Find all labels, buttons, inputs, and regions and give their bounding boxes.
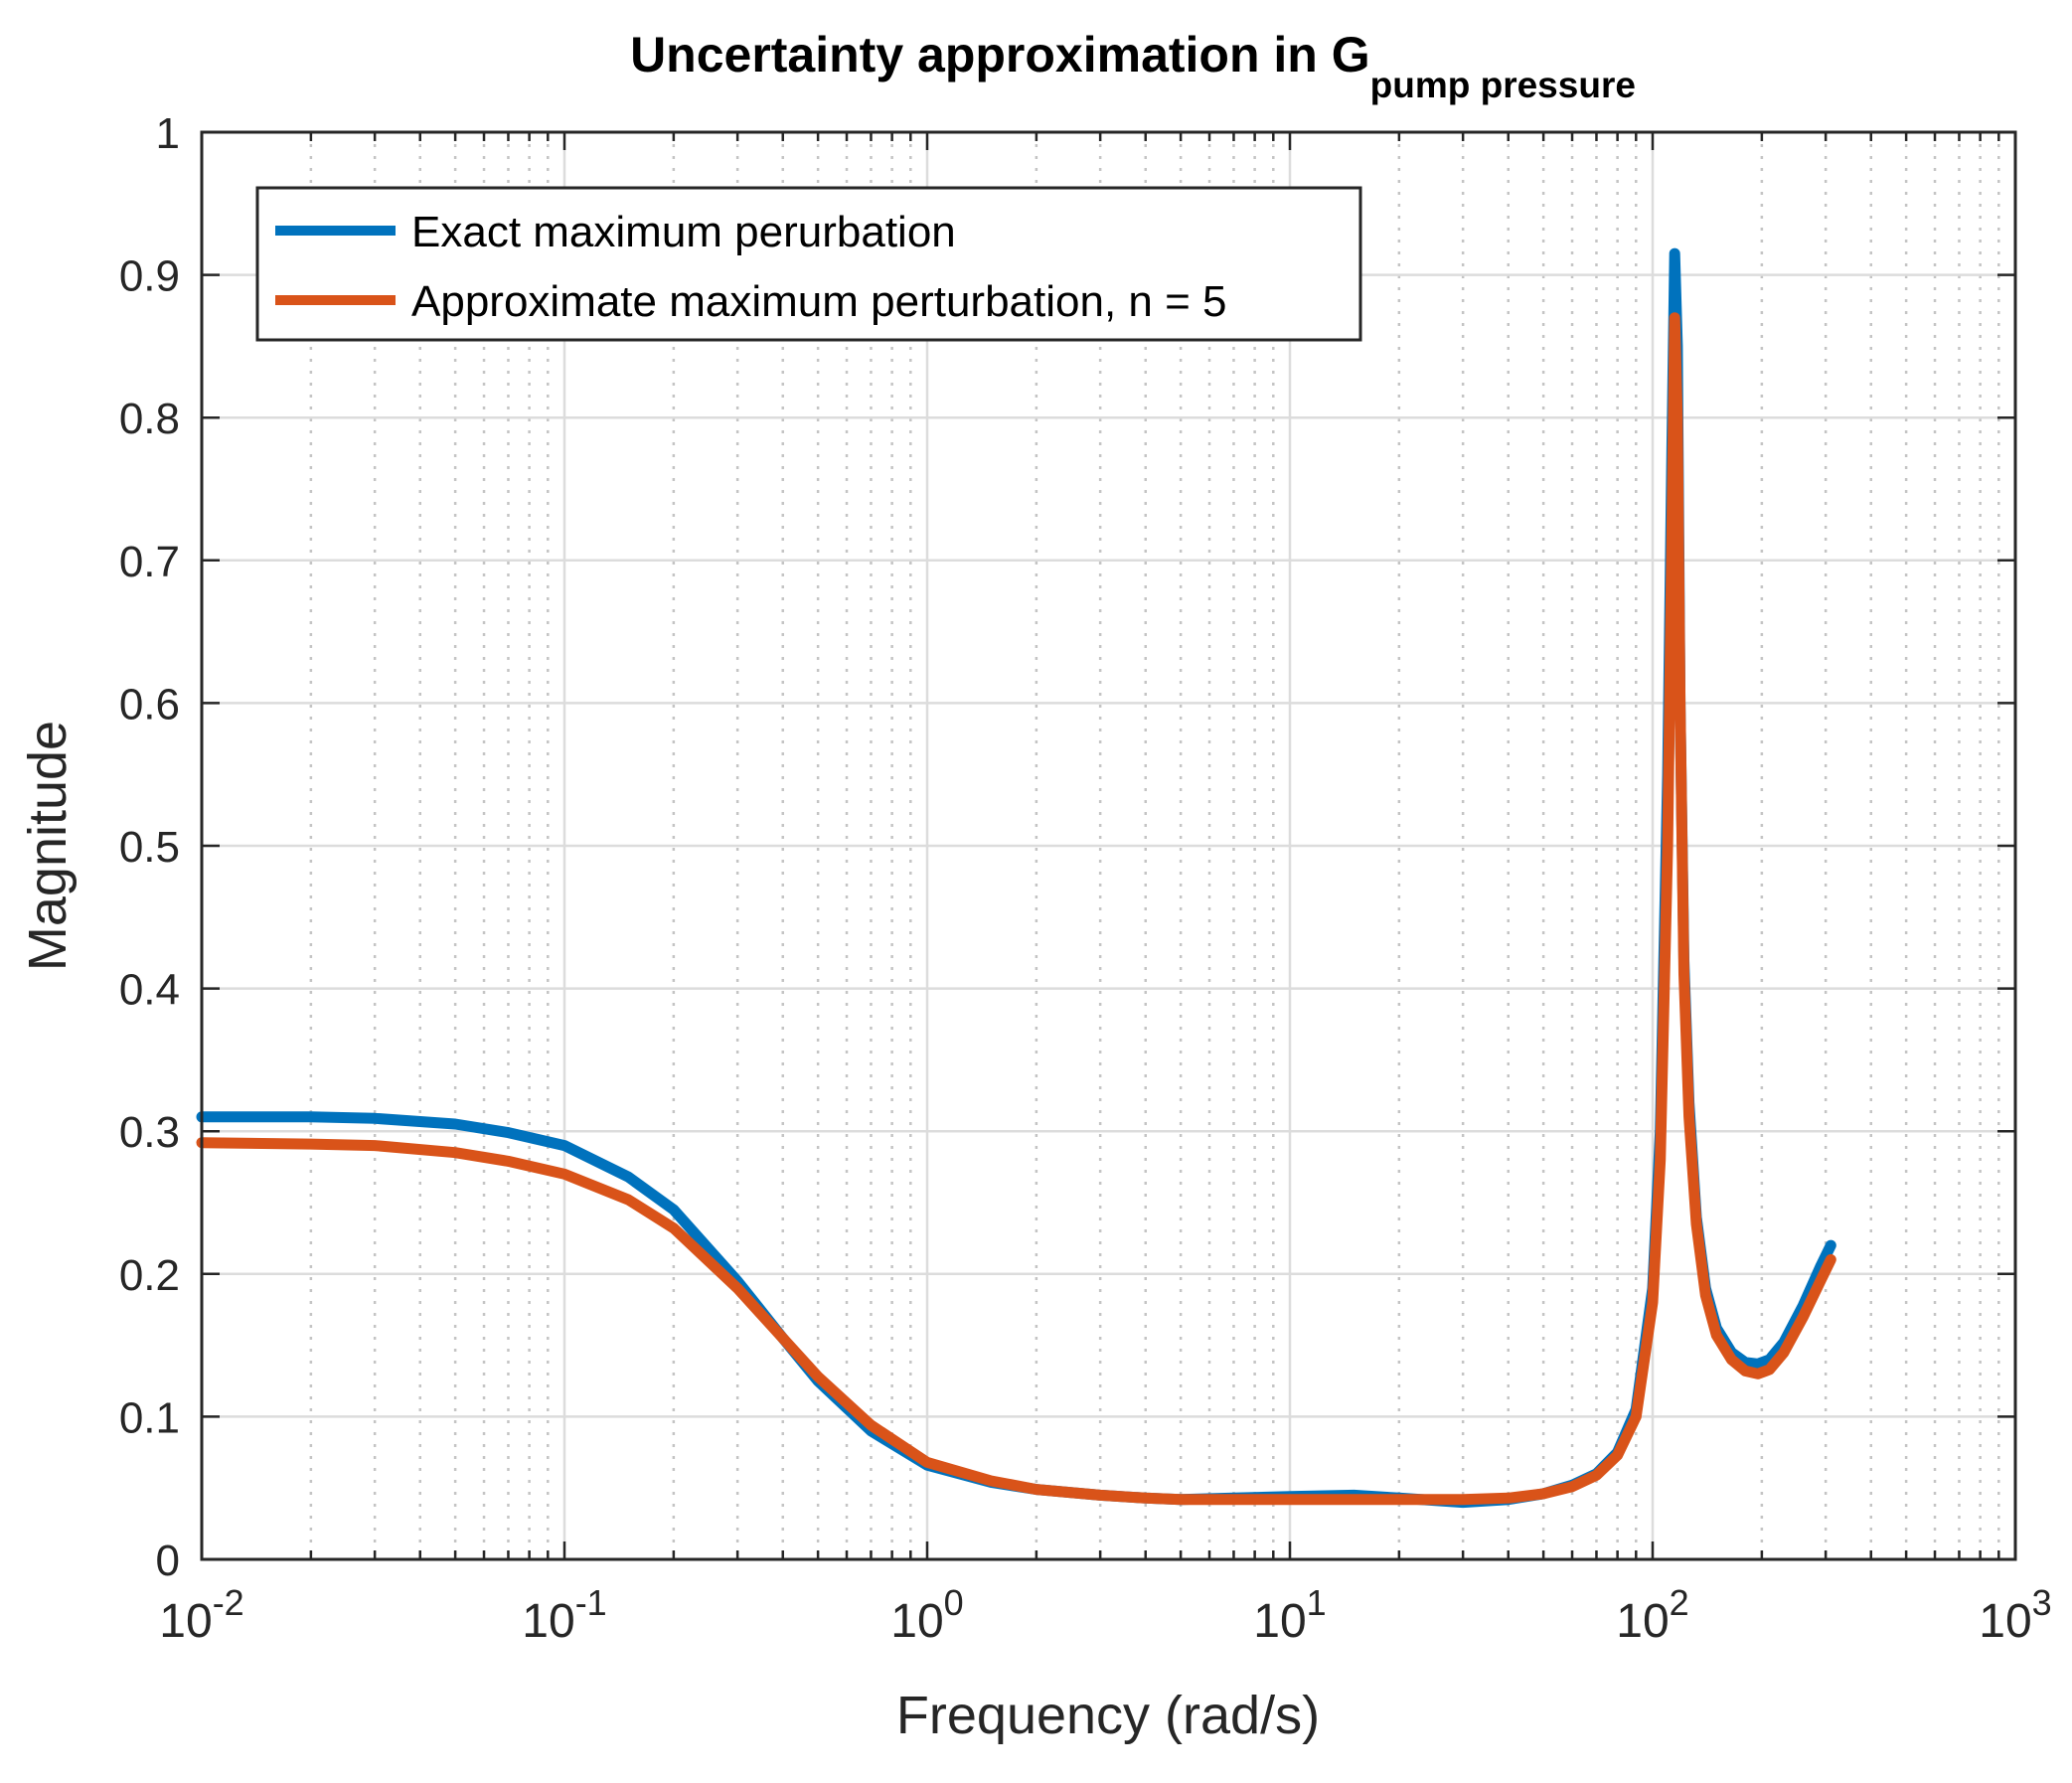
legend-label-approximate: Approximate maximum perturbation, n = 5	[411, 277, 1227, 326]
y-tick-label: 0.4	[119, 966, 180, 1015]
series-lines	[196, 247, 1836, 1509]
x-tick-label: 100	[890, 1582, 963, 1648]
x-tick-label: 101	[1253, 1582, 1326, 1648]
x-tick-label: 103	[1979, 1582, 2051, 1648]
y-tick-label: 0	[156, 1537, 180, 1585]
x-axis-label: Frequency (rad/s)	[896, 1686, 1320, 1745]
y-tick-label: 0.7	[119, 538, 180, 586]
x-tick-label: 102	[1616, 1582, 1688, 1648]
series-line-approximate	[196, 312, 1836, 1506]
chart-title: Uncertainty approximation in Gpump press…	[630, 27, 1636, 105]
y-axis-label: Magnitude	[18, 721, 78, 971]
chart-title-main: Uncertainty approximation in G	[630, 27, 1370, 82]
chart-title-subscript: pump pressure	[1370, 65, 1636, 105]
x-tick-label: 10-1	[522, 1582, 606, 1648]
ticks: 0 0.1 0.2 0.3 0.4 0.5 0.6 0.7 0.8 0.9 1 10-2 10-1 100…	[119, 109, 2052, 1648]
y-tick-label: 0.8	[119, 395, 180, 443]
y-tick-label: 0.6	[119, 680, 180, 729]
legend-label-exact: Exact maximum perurbation	[411, 208, 956, 256]
y-tick-label: 1	[156, 109, 180, 158]
y-tick-label: 0.9	[119, 252, 180, 301]
y-tick-label: 0.2	[119, 1251, 180, 1300]
legend: Exact maximum perurbation Approximate ma…	[255, 186, 1362, 342]
grid	[202, 132, 2015, 1559]
x-tick-label: 10-2	[159, 1582, 243, 1648]
y-tick-label: 0.1	[119, 1393, 180, 1442]
legend-box	[255, 186, 1362, 342]
y-tick-label: 0.3	[119, 1108, 180, 1157]
y-tick-label: 0.5	[119, 823, 180, 872]
